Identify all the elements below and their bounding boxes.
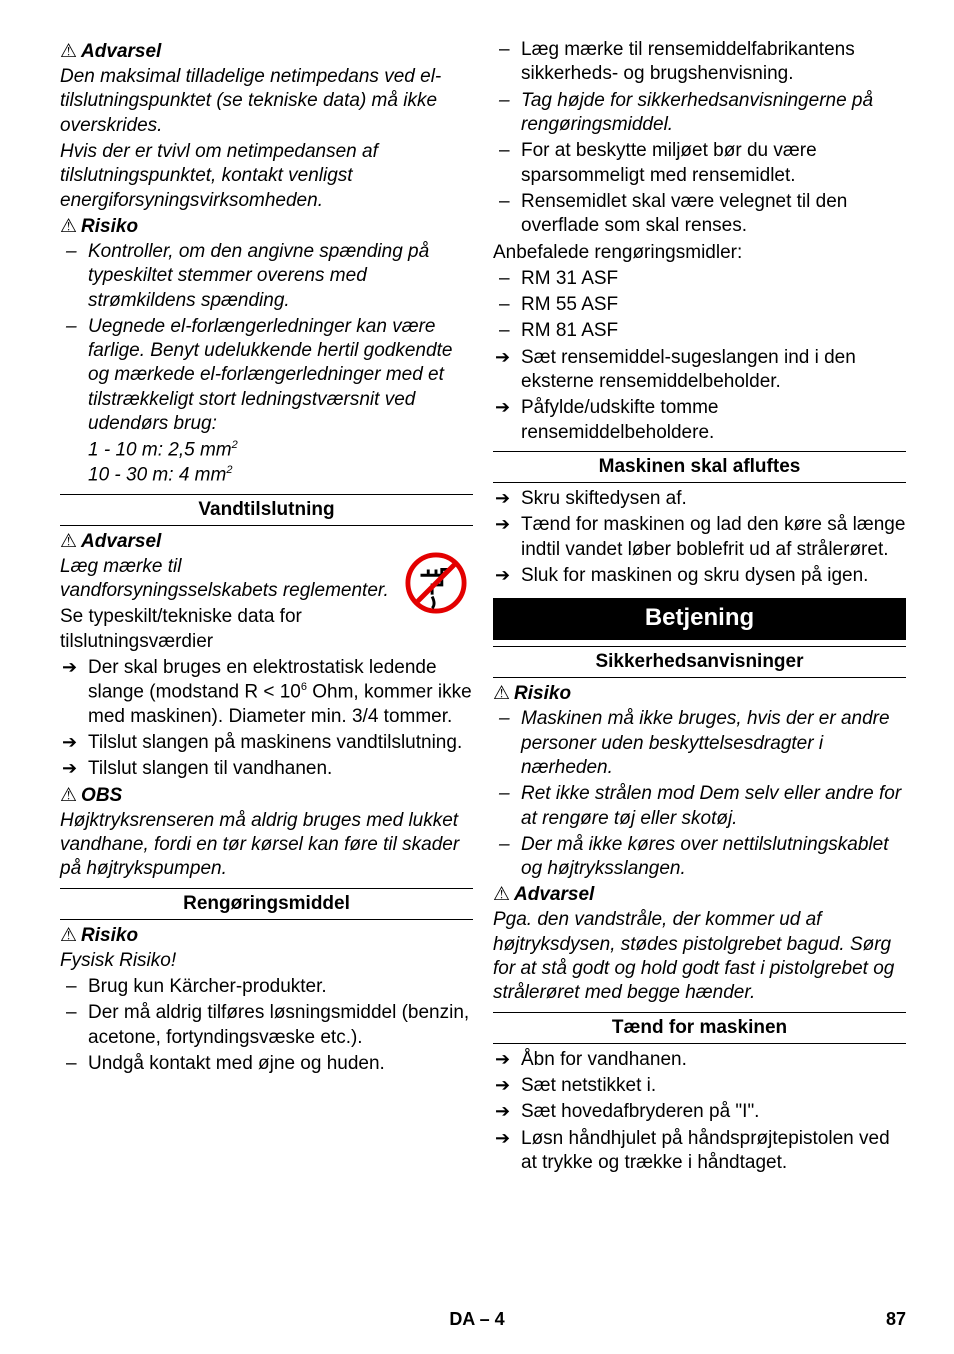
section-heading: Sikkerhedsanvisninger bbox=[493, 646, 906, 678]
page: ⚠Advarsel Den maksimal tilladelige netim… bbox=[0, 0, 954, 1354]
footer-center: DA – 4 bbox=[449, 1309, 504, 1329]
right-column: Læg mærke til rensemiddelfabrikantens si… bbox=[493, 38, 906, 1177]
list-item: RM 81 ASF bbox=[521, 319, 906, 343]
warning-icon: ⚠ bbox=[60, 784, 77, 807]
heading-text: Risiko bbox=[514, 683, 571, 704]
list-item: Undgå kontakt med øjne og huden. bbox=[88, 1052, 473, 1076]
arrow-list: Der skal bruges en elektrostatisk ledend… bbox=[60, 656, 473, 782]
icon-text-block: ⚠Advarsel Læg mærke til vandforsyningsse… bbox=[60, 530, 473, 654]
heading-text: Advarsel bbox=[81, 41, 161, 62]
body-text: Anbefalede rengøringsmidler: bbox=[493, 241, 906, 265]
list-item: Tag højde for sikkerhedsanvisningerne på… bbox=[521, 89, 906, 138]
dash-list: Maskinen må ikke bruges, hvis der er and… bbox=[493, 707, 906, 881]
heading-text: Risiko bbox=[81, 216, 138, 237]
list-item: Læg mærke til rensemiddelfabrikantens si… bbox=[521, 38, 906, 87]
section-heading: Maskinen skal afluftes bbox=[493, 451, 906, 483]
list-item: Der må ikke køres over nettilslutningska… bbox=[521, 833, 906, 882]
heading-text: Advarsel bbox=[514, 884, 594, 905]
list-item: Sæt rensemiddel-sugeslangen ind i den ek… bbox=[521, 346, 906, 395]
warning-icon: ⚠ bbox=[493, 682, 510, 705]
arrow-list: Åbn for vandhanen. Sæt netstikket i. Sæt… bbox=[493, 1048, 906, 1176]
dash-list: RM 31 ASF RM 55 ASF RM 81 ASF bbox=[493, 267, 906, 344]
list-item: Sæt netstikket i. bbox=[521, 1074, 906, 1098]
dash-list: Brug kun Kärcher-produkter. Der må aldri… bbox=[60, 975, 473, 1076]
list-item: Uegnede el-forlængerledninger kan være f… bbox=[88, 315, 473, 437]
sub-line: 10 - 30 m: 4 mm2 bbox=[60, 463, 473, 488]
left-column: ⚠Advarsel Den maksimal tilladelige netim… bbox=[60, 38, 473, 1177]
section-heading: Rengøringsmiddel bbox=[60, 888, 473, 920]
page-footer: DA – 4 87 bbox=[0, 1309, 954, 1330]
list-item: Kontroller, om den angivne spænding på t… bbox=[88, 240, 473, 313]
list-item: Brug kun Kärcher-produkter. bbox=[88, 975, 473, 999]
warning-heading: ⚠Advarsel bbox=[60, 530, 473, 553]
dash-list: Læg mærke til rensemiddelfabrikantens si… bbox=[493, 38, 906, 239]
warning-icon: ⚠ bbox=[493, 883, 510, 906]
sub-line: 1 - 10 m: 2,5 mm2 bbox=[60, 438, 473, 463]
body-text: Fysisk Risiko! bbox=[60, 949, 473, 973]
list-item: Sluk for maskinen og skru dysen på igen. bbox=[521, 564, 906, 588]
heading-text: Advarsel bbox=[81, 531, 161, 552]
list-item: RM 55 ASF bbox=[521, 293, 906, 317]
body-text: Pga. den vandstråle, der kommer ud af hø… bbox=[493, 908, 906, 1005]
sub-text: 1 - 10 m: 2,5 mm bbox=[88, 440, 232, 461]
heading-text: Risiko bbox=[81, 925, 138, 946]
warning-icon: ⚠ bbox=[60, 530, 77, 553]
no-tap-water-icon bbox=[405, 552, 467, 614]
section-heading: Vandtilslutning bbox=[60, 494, 473, 526]
list-item: Påfylde/udskifte tomme rensemiddelbehold… bbox=[521, 396, 906, 445]
list-item: Maskinen må ikke bruges, hvis der er and… bbox=[521, 707, 906, 780]
superscript: 2 bbox=[232, 439, 238, 451]
warning-icon: ⚠ bbox=[60, 215, 77, 238]
list-item: Skru skiftedysen af. bbox=[521, 487, 906, 511]
warning-icon: ⚠ bbox=[60, 924, 77, 947]
body-text: Hvis der er tvivl om netimpedansen af ti… bbox=[60, 140, 473, 213]
arrow-list: Sæt rensemiddel-sugeslangen ind i den ek… bbox=[493, 346, 906, 445]
two-column-layout: ⚠Advarsel Den maksimal tilladelige netim… bbox=[60, 38, 906, 1177]
list-item: Åbn for vandhanen. bbox=[521, 1048, 906, 1072]
warning-heading: ⚠Advarsel bbox=[493, 883, 906, 906]
list-item: Der skal bruges en elektrostatisk ledend… bbox=[88, 656, 473, 729]
obs-heading: ⚠OBS bbox=[60, 784, 473, 807]
list-item: Tænd for maskinen og lad den køre så læn… bbox=[521, 513, 906, 562]
body-text: Den maksimal tilladelige netimpedans ved… bbox=[60, 65, 473, 138]
page-number: 87 bbox=[886, 1309, 906, 1330]
list-item: Der må aldrig tilføres løsningsmiddel (b… bbox=[88, 1001, 473, 1050]
risk-heading: ⚠Risiko bbox=[493, 682, 906, 705]
dash-list: Kontroller, om den angivne spænding på t… bbox=[60, 240, 473, 437]
warning-icon: ⚠ bbox=[60, 40, 77, 63]
list-item: For at beskytte miljøet bør du være spar… bbox=[521, 139, 906, 188]
arrow-list: Skru skiftedysen af. Tænd for maskinen o… bbox=[493, 487, 906, 588]
warning-heading: ⚠Advarsel bbox=[60, 40, 473, 63]
body-text: Højktryksrenseren må aldrig bruges med l… bbox=[60, 809, 473, 882]
list-item: Ret ikke strålen mod Dem selv eller andr… bbox=[521, 782, 906, 831]
sub-text: 10 - 30 m: 4 mm bbox=[88, 464, 226, 485]
list-item: Sæt hovedafbryderen på "I". bbox=[521, 1100, 906, 1124]
list-item: RM 31 ASF bbox=[521, 267, 906, 291]
heading-text: OBS bbox=[81, 785, 122, 806]
section-heading: Tænd for maskinen bbox=[493, 1012, 906, 1044]
list-item: Tilslut slangen på maskinens vandtilslut… bbox=[88, 731, 473, 755]
list-item: Løsn håndhjulet på håndsprøjtepistolen v… bbox=[521, 1127, 906, 1176]
superscript: 2 bbox=[226, 464, 232, 476]
risk-heading: ⚠Risiko bbox=[60, 215, 473, 238]
list-item: Rensemidlet skal være velegnet til den o… bbox=[521, 190, 906, 239]
main-section-bar: Betjening bbox=[493, 598, 906, 640]
list-item: Tilslut slangen til vandhanen. bbox=[88, 757, 473, 781]
risk-heading: ⚠Risiko bbox=[60, 924, 473, 947]
